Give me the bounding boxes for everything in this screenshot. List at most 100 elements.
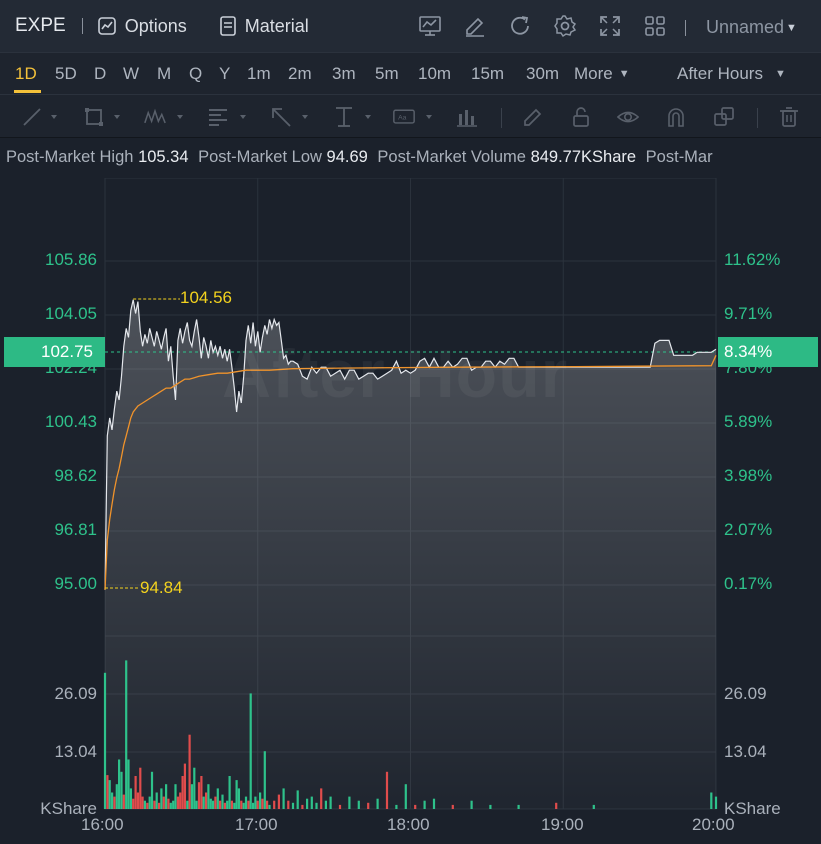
volume-bar <box>710 792 713 809</box>
line-tool-icon[interactable] <box>21 106 43 128</box>
volume-bar <box>209 798 212 809</box>
pattern-tool-icon[interactable] <box>144 106 166 128</box>
chevron-down-icon[interactable] <box>426 115 432 119</box>
volume-bar <box>247 800 250 809</box>
brush-icon[interactable] <box>521 106 543 128</box>
volume-bar <box>291 802 295 809</box>
period-5m[interactable]: 5m <box>375 64 399 83</box>
lock-icon[interactable] <box>570 106 592 128</box>
volume-bar <box>127 759 130 809</box>
volume-bar <box>118 759 121 809</box>
chevron-down-icon[interactable] <box>114 115 120 119</box>
time-tick: 16:00 <box>81 815 124 834</box>
period-Q[interactable]: Q <box>189 64 203 83</box>
options-button[interactable]: Options <box>97 16 187 37</box>
price-tick: 95.00 <box>54 574 97 593</box>
volume-bar <box>129 788 132 809</box>
stat-label-truncated: Post-Mar <box>645 148 713 166</box>
settings-icon[interactable] <box>553 13 598 39</box>
average-price-line <box>104 355 717 590</box>
volume-bar <box>320 788 323 809</box>
session-dropdown[interactable]: After Hours ▼ <box>677 64 786 84</box>
period-30m[interactable]: 30m <box>526 64 560 83</box>
volume-bar <box>249 693 252 809</box>
svg-text:Aa: Aa <box>398 115 407 122</box>
drawing-toolbar: Aa <box>0 94 821 138</box>
price-tick: 100.43 <box>45 412 97 431</box>
volume-bar <box>125 660 128 809</box>
layout-dropdown[interactable]: Unnamed ▼ <box>706 17 797 38</box>
more-periods-dropdown[interactable]: More ▼ <box>574 64 630 84</box>
volume-bar <box>106 775 109 809</box>
chevron-down-icon[interactable] <box>51 115 57 119</box>
volume-bar <box>200 776 203 809</box>
volume-bar <box>172 800 175 809</box>
draw-icon[interactable] <box>463 13 508 39</box>
text-tool-icon[interactable] <box>207 106 229 128</box>
volume-bar <box>555 802 558 809</box>
annotation-tool-icon[interactable]: Aa <box>393 106 415 128</box>
time-tick: 17:00 <box>235 815 278 834</box>
volume-bar <box>219 800 222 809</box>
volume-bar <box>207 784 210 809</box>
volume-bar <box>214 796 217 809</box>
volume-bar <box>423 800 426 809</box>
symbol-ticker[interactable]: EXPE <box>15 15 66 36</box>
volume-bar <box>240 800 243 809</box>
volume-bar <box>282 788 285 809</box>
chevron-down-icon[interactable] <box>365 115 371 119</box>
chevron-down-icon[interactable] <box>302 115 308 119</box>
current-price-label: 102.75 <box>4 337 105 367</box>
grid-layout-icon[interactable] <box>643 13 688 39</box>
fullscreen-icon[interactable] <box>598 13 643 39</box>
rectangle-tool-icon[interactable] <box>83 106 105 128</box>
chevron-down-icon[interactable] <box>177 115 183 119</box>
chart-indicator-icon[interactable] <box>418 13 463 39</box>
copy-icon[interactable] <box>713 106 735 128</box>
chevron-down-icon: ▼ <box>618 68 630 80</box>
period-1m[interactable]: 1m <box>247 64 271 83</box>
period-Y[interactable]: Y <box>219 64 231 83</box>
volume-bar <box>188 734 191 809</box>
stat-value-volume: 849.77KShare <box>530 148 637 166</box>
intraday-chart[interactable]: After Hour 105.86 104.05 102.24 100.43 9… <box>0 178 821 844</box>
eye-icon[interactable] <box>617 106 639 128</box>
magnet-icon[interactable] <box>665 106 687 128</box>
volume-bar <box>324 800 327 809</box>
volume-bar <box>186 800 189 809</box>
arrow-tool-icon[interactable] <box>270 106 292 128</box>
material-icon <box>219 16 236 36</box>
percent-tick: 2.07% <box>724 520 773 539</box>
volume-bar <box>122 794 125 809</box>
volume-bar <box>315 802 318 809</box>
tools-divider <box>757 108 758 128</box>
period-2m[interactable]: 2m <box>288 64 312 83</box>
period-M[interactable]: M <box>157 64 172 83</box>
measure-tool-icon[interactable] <box>333 106 355 128</box>
material-button[interactable]: Material <box>219 16 309 37</box>
period-5D[interactable]: 5D <box>55 64 77 83</box>
period-W[interactable]: W <box>123 64 140 83</box>
period-D[interactable]: D <box>94 64 107 83</box>
stat-label-volume: Post-Market Volume <box>377 148 526 166</box>
chevron-down-icon[interactable] <box>240 115 246 119</box>
period-15m[interactable]: 15m <box>471 64 505 83</box>
volume-bar <box>367 802 370 809</box>
volume-bar <box>261 798 264 809</box>
volume-bar <box>160 788 163 809</box>
trash-icon[interactable] <box>778 106 800 128</box>
volume-bar <box>176 796 179 809</box>
volume-bar <box>179 792 182 809</box>
volume-bar <box>470 800 473 809</box>
volume-tick: 13.04 <box>724 742 767 761</box>
period-10m[interactable]: 10m <box>418 64 452 83</box>
period-1D[interactable]: 1D <box>15 64 37 83</box>
volume-bar <box>183 763 186 809</box>
period-3m[interactable]: 3m <box>332 64 356 83</box>
volume-bar <box>221 794 224 809</box>
bar-tool-icon[interactable] <box>456 106 478 128</box>
volume-unit: KShare <box>724 799 781 818</box>
volume-bar <box>146 802 149 809</box>
refresh-icon[interactable] <box>508 13 553 39</box>
chart-canvas[interactable] <box>0 178 821 844</box>
